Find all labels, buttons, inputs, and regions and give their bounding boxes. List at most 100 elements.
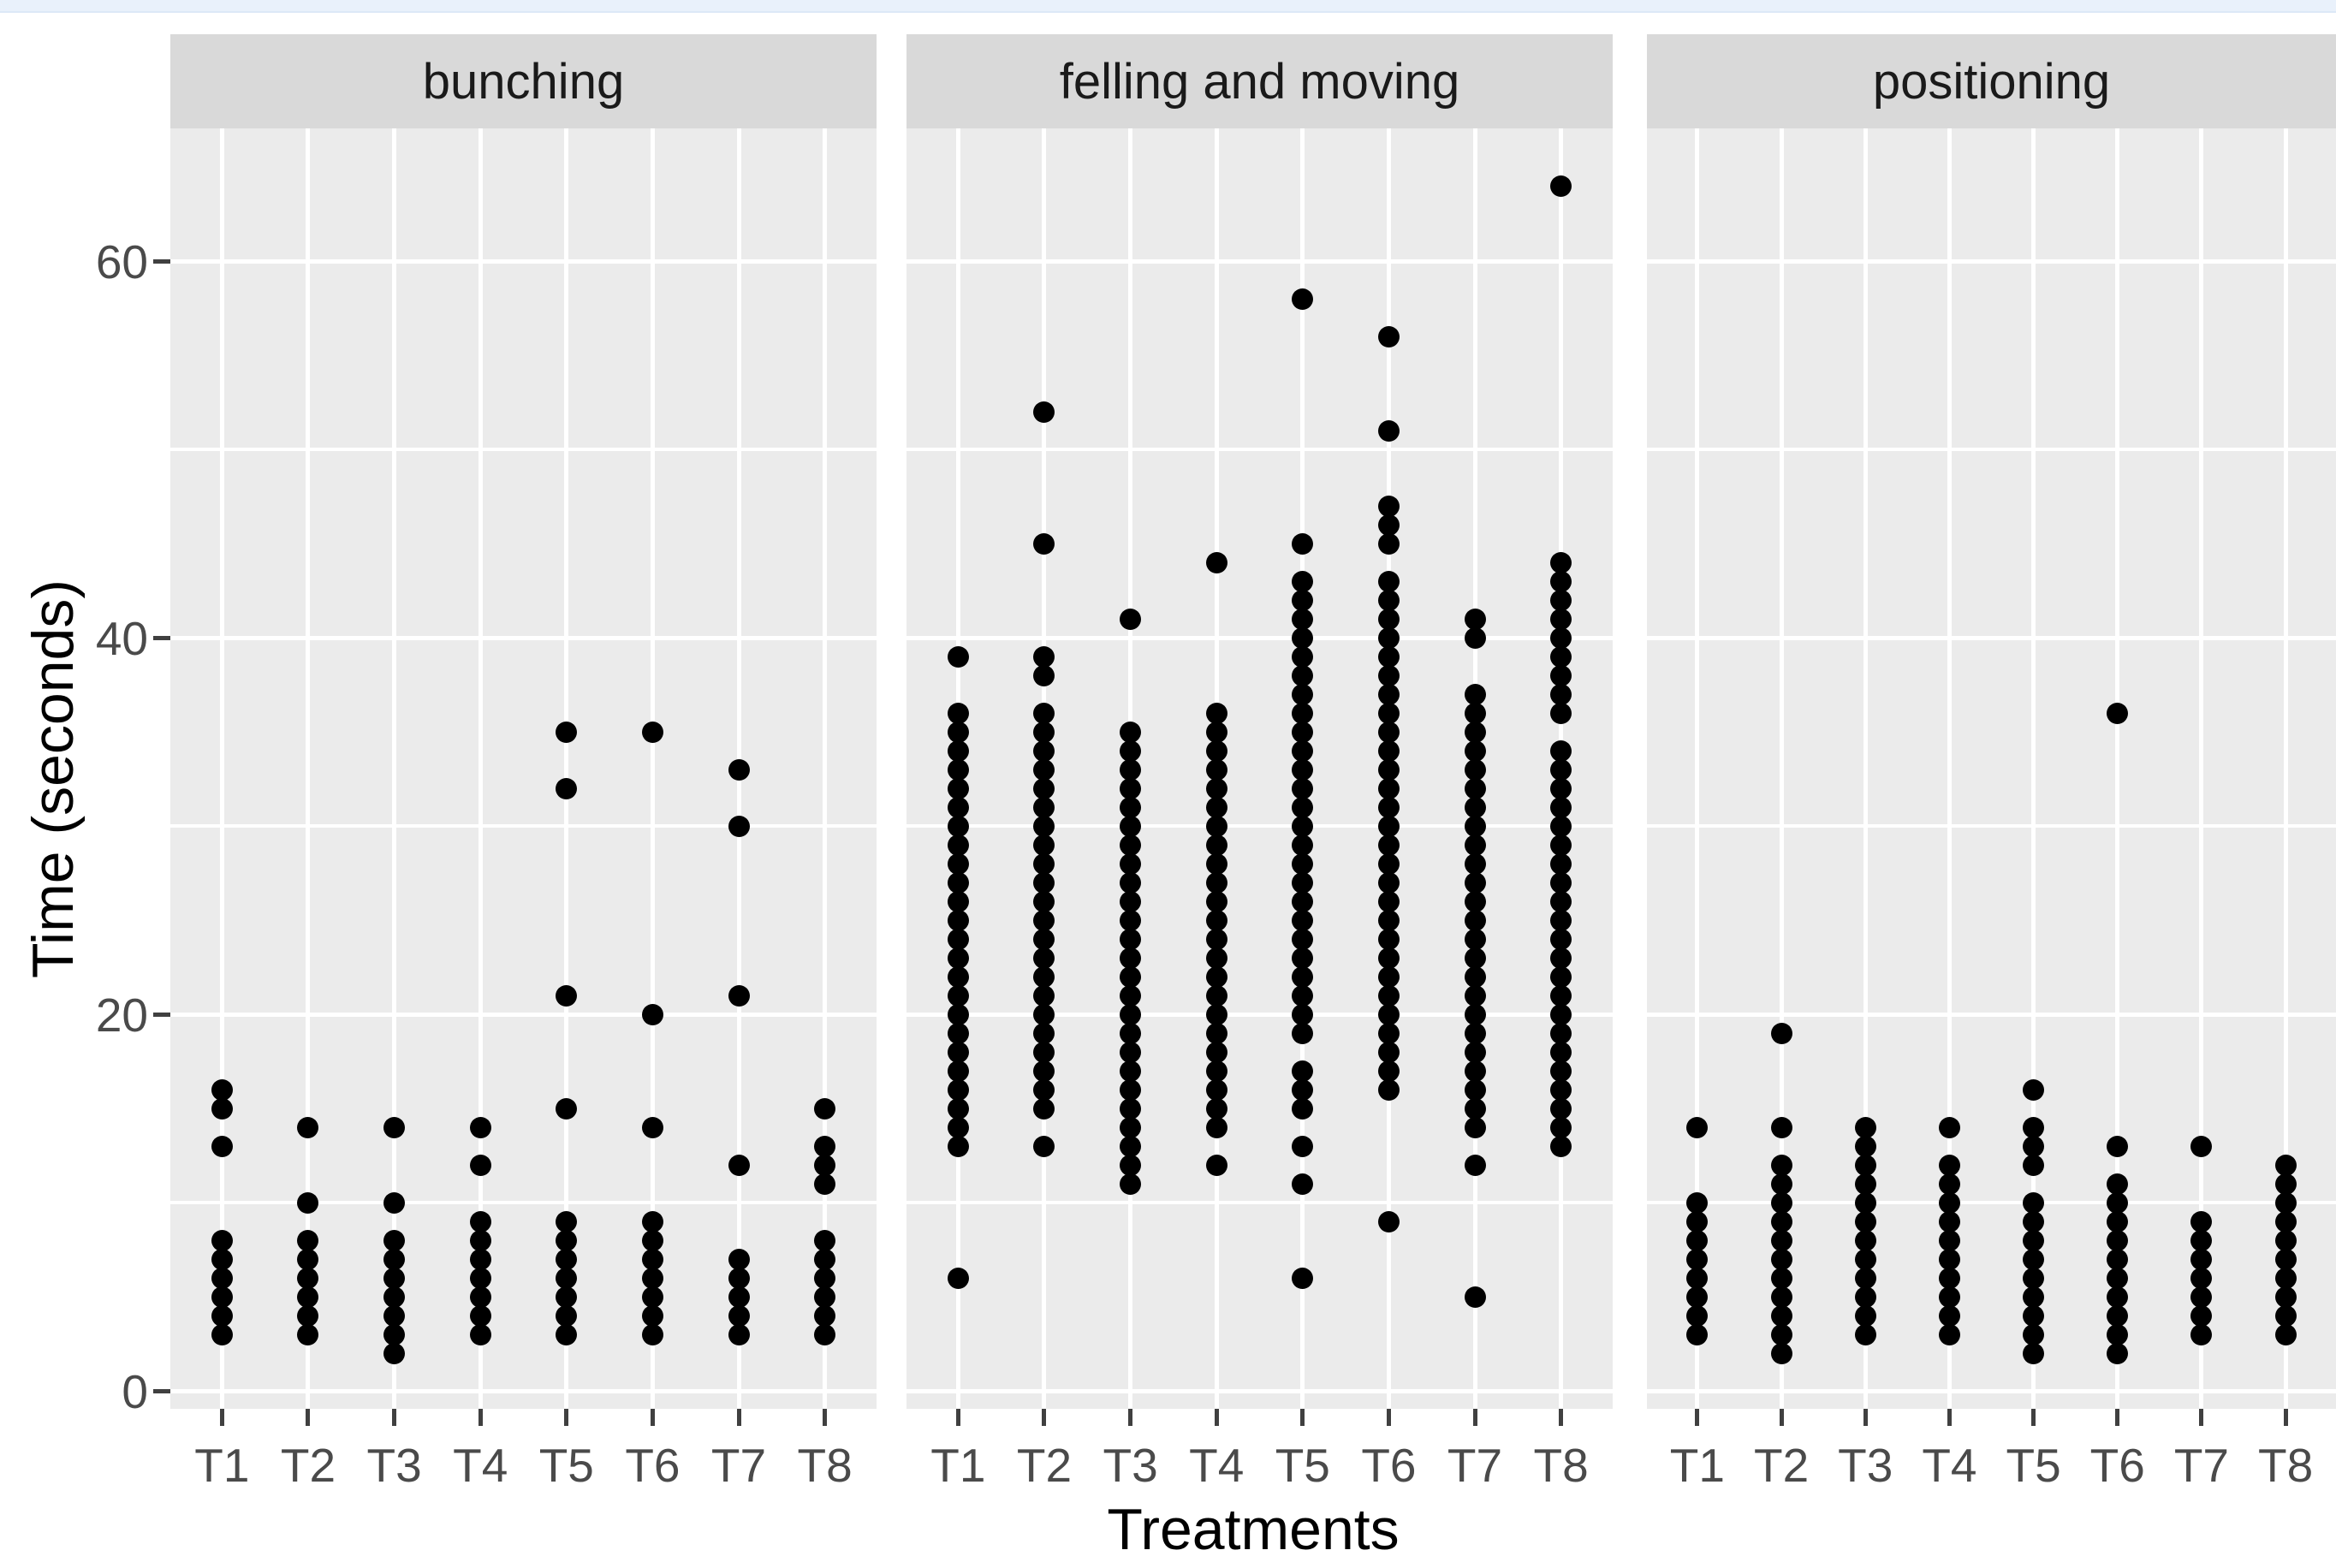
data-point: [1464, 1154, 1486, 1176]
data-point: [1550, 702, 1572, 724]
data-point: [297, 1267, 319, 1289]
data-point: [383, 1323, 406, 1345]
data-point: [297, 1286, 319, 1308]
data-point: [2107, 1173, 2129, 1195]
data-point: [1550, 1041, 1572, 1063]
data-point: [1120, 909, 1142, 931]
data-point: [1033, 758, 1055, 781]
data-point: [1205, 1097, 1227, 1120]
x-tick-label: T6: [625, 1439, 681, 1492]
data-point: [1770, 1022, 1792, 1044]
data-point: [1854, 1210, 1876, 1232]
data-point: [1938, 1304, 1960, 1327]
data-point: [1938, 1191, 1960, 1214]
data-point: [2190, 1248, 2213, 1270]
data-point: [2190, 1267, 2213, 1289]
data-point: [1854, 1173, 1876, 1195]
data-point: [2107, 1304, 2129, 1327]
data-point: [1292, 1060, 1314, 1082]
data-point: [1550, 175, 1572, 197]
gridline-horizontal-major: [906, 258, 1613, 264]
data-point: [297, 1304, 319, 1327]
data-point: [947, 1078, 969, 1101]
data-point: [1205, 1003, 1227, 1025]
x-tick-label: T1: [1669, 1439, 1725, 1492]
data-point: [1120, 965, 1142, 988]
data-point: [1033, 532, 1055, 555]
data-point: [2274, 1191, 2297, 1214]
facet-strip-label: bunching: [422, 53, 625, 110]
data-point: [641, 1229, 663, 1251]
data-point: [1205, 1078, 1227, 1101]
gridline-horizontal-major: [1647, 1388, 2336, 1393]
data-point: [1854, 1286, 1876, 1308]
data-point: [814, 1097, 836, 1120]
gridline-horizontal-major: [906, 1388, 1613, 1393]
data-point: [469, 1154, 491, 1176]
data-point: [2023, 1210, 2045, 1232]
data-point: [2107, 1267, 2129, 1289]
data-point: [2190, 1135, 2213, 1157]
data-point: [728, 1286, 750, 1308]
data-point: [1033, 984, 1055, 1007]
x-tick-label: T4: [1922, 1439, 1977, 1492]
data-point: [1377, 608, 1400, 630]
data-point: [1377, 984, 1400, 1007]
data-point: [1292, 664, 1314, 686]
data-point: [383, 1248, 406, 1270]
data-point: [1550, 947, 1572, 969]
data-point: [1205, 947, 1227, 969]
data-point: [211, 1323, 233, 1345]
data-point: [1292, 890, 1314, 912]
data-point: [1550, 1097, 1572, 1120]
data-point: [1686, 1323, 1709, 1345]
data-point: [1686, 1248, 1709, 1270]
data-point: [1292, 1078, 1314, 1101]
x-tick-label: T8: [2258, 1439, 2314, 1492]
data-point: [1854, 1267, 1876, 1289]
x-axis-tick: [1863, 1409, 1868, 1426]
data-point: [1464, 627, 1486, 649]
data-point: [1205, 928, 1227, 950]
data-point: [1938, 1229, 1960, 1251]
data-point: [1686, 1210, 1709, 1232]
data-point: [211, 1135, 233, 1157]
data-point: [556, 1267, 578, 1289]
data-point: [947, 645, 969, 668]
data-point: [1033, 909, 1055, 931]
data-point: [2023, 1116, 2045, 1138]
data-point: [1033, 815, 1055, 837]
data-point: [1205, 1116, 1227, 1138]
data-point: [1120, 1116, 1142, 1138]
data-point: [1464, 1116, 1486, 1138]
data-point: [1120, 1135, 1142, 1157]
data-point: [556, 777, 578, 799]
data-point: [1464, 796, 1486, 818]
data-point: [1464, 834, 1486, 856]
data-point: [641, 1003, 663, 1025]
data-point: [469, 1229, 491, 1251]
x-tick-label: T1: [930, 1439, 986, 1492]
gridline-vertical: [1779, 128, 1784, 1409]
data-point: [1033, 834, 1055, 856]
data-point: [1854, 1323, 1876, 1345]
data-point: [1377, 909, 1400, 931]
data-point: [2190, 1210, 2213, 1232]
data-point: [1205, 739, 1227, 762]
data-point: [2023, 1154, 2045, 1176]
data-point: [1377, 514, 1400, 536]
data-point: [1120, 815, 1142, 837]
data-point: [1377, 758, 1400, 781]
data-point: [947, 947, 969, 969]
data-point: [2107, 1248, 2129, 1270]
data-point: [1033, 1135, 1055, 1157]
data-point: [1205, 721, 1227, 743]
x-tick-label: T6: [1361, 1439, 1417, 1492]
data-point: [211, 1097, 233, 1120]
data-point: [1205, 777, 1227, 799]
data-point: [211, 1248, 233, 1270]
data-point: [1686, 1286, 1709, 1308]
gridline-vertical: [306, 128, 311, 1409]
data-point: [1464, 683, 1486, 705]
data-point: [1770, 1304, 1792, 1327]
